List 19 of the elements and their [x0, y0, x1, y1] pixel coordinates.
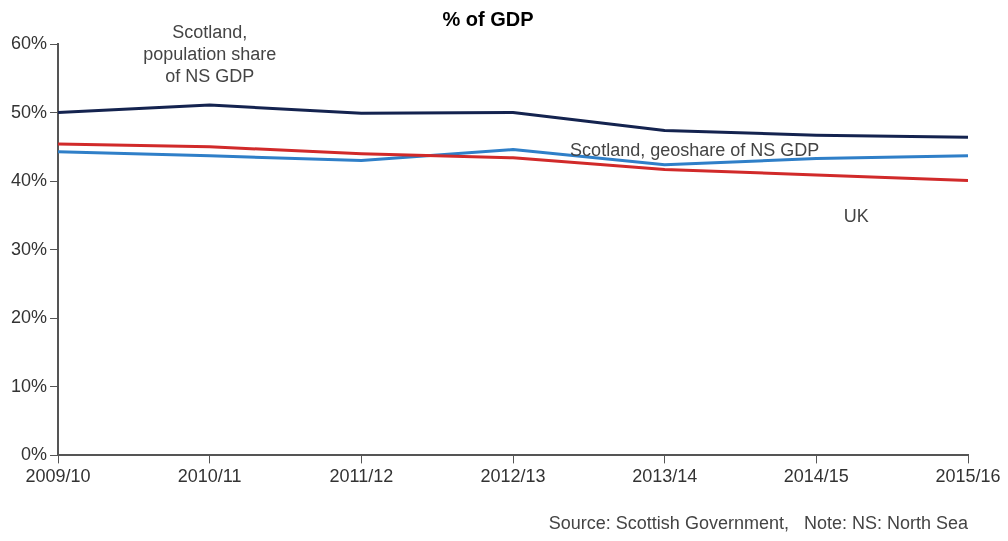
- series-label: UK: [843, 205, 869, 226]
- y-tick-label: 30%: [11, 238, 48, 259]
- x-tick-label: 2009/10: [25, 466, 91, 487]
- x-tick-label: 2010/11: [177, 466, 242, 487]
- x-tick-label: 2012/13: [480, 466, 546, 487]
- series-label: Scotland, geoshare of NS GDP: [570, 139, 820, 160]
- x-tick-label: 2013/14: [632, 466, 698, 487]
- y-tick-label: 20%: [11, 307, 48, 328]
- chart-title: % of GDP: [442, 7, 534, 30]
- x-tick-label: 2015/16: [935, 466, 1001, 487]
- series-label: Scotland, population share of NS GDP: [143, 21, 277, 86]
- y-tick-label: 50%: [11, 101, 48, 122]
- x-tick-label: 2011/12: [329, 466, 394, 487]
- y-tick-label: 60%: [11, 32, 48, 53]
- y-tick-label: 0%: [21, 444, 48, 465]
- y-tick-label: 40%: [11, 170, 48, 191]
- source-note: Source: Scottish Government, Note: NS: North Sea: [548, 512, 969, 533]
- y-tick-label: 10%: [11, 375, 48, 396]
- x-tick-label: 2014/15: [783, 466, 849, 487]
